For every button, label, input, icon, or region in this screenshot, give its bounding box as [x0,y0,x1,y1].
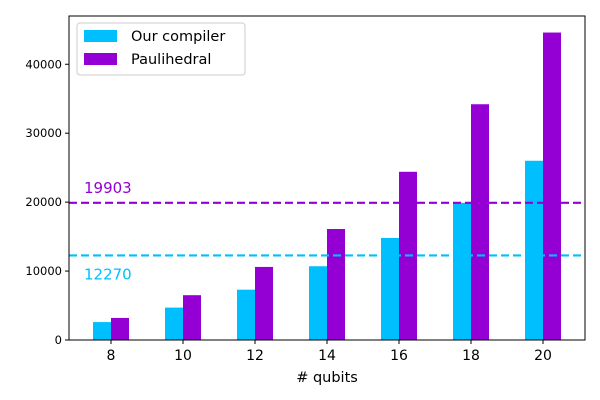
legend-label-paulihedral: Paulihedral [131,52,211,68]
reference-line-label-12270: 12270 [84,265,132,283]
reference-line-label-19903: 19903 [84,179,132,197]
bar-our-compiler-18 [453,202,471,340]
legend-swatch-paulihedral [84,53,117,65]
y-tick-label: 20000 [25,195,62,209]
bar-paulihedral-10 [183,295,201,340]
bar-our-compiler-12 [237,289,255,340]
bar-our-compiler-8 [93,322,111,340]
ticks-group: 0 10000 20000 30000 40000 8 10 12 14 16 18 20 [25,57,552,364]
x-tick-label: 18 [462,348,480,364]
x-tick-label: 16 [390,348,408,364]
bar-our-compiler-20 [525,160,543,340]
bars-group [93,32,561,341]
y-tick-label: 0 [55,333,62,347]
y-tick-label: 10000 [25,264,62,278]
bar-paulihedral-20 [543,32,561,341]
reference-lines-group: 19903 12270 [69,179,585,283]
y-tick-label: 40000 [25,57,62,71]
bar-paulihedral-12 [255,266,273,340]
bar-our-compiler-10 [165,307,183,340]
bar-our-compiler-14 [309,266,327,340]
y-tick-label: 30000 [25,126,62,140]
x-tick-label: 14 [318,348,336,364]
legend: Our compiler Paulihedral [76,22,246,76]
bar-paulihedral-14 [327,229,345,340]
legend-frame [76,22,246,76]
bar-paulihedral-18 [471,104,489,340]
bar-paulihedral-8 [111,317,129,340]
legend-label-our-compiler: Our compiler [131,29,225,45]
legend-swatch-our-compiler [84,30,117,42]
bar-our-compiler-16 [381,237,399,340]
x-tick-label: 20 [534,348,552,364]
x-tick-label: 12 [246,348,264,364]
x-axis-label: # qubits [296,370,358,386]
x-tick-label: 8 [107,348,116,364]
x-tick-label: 10 [174,348,192,364]
